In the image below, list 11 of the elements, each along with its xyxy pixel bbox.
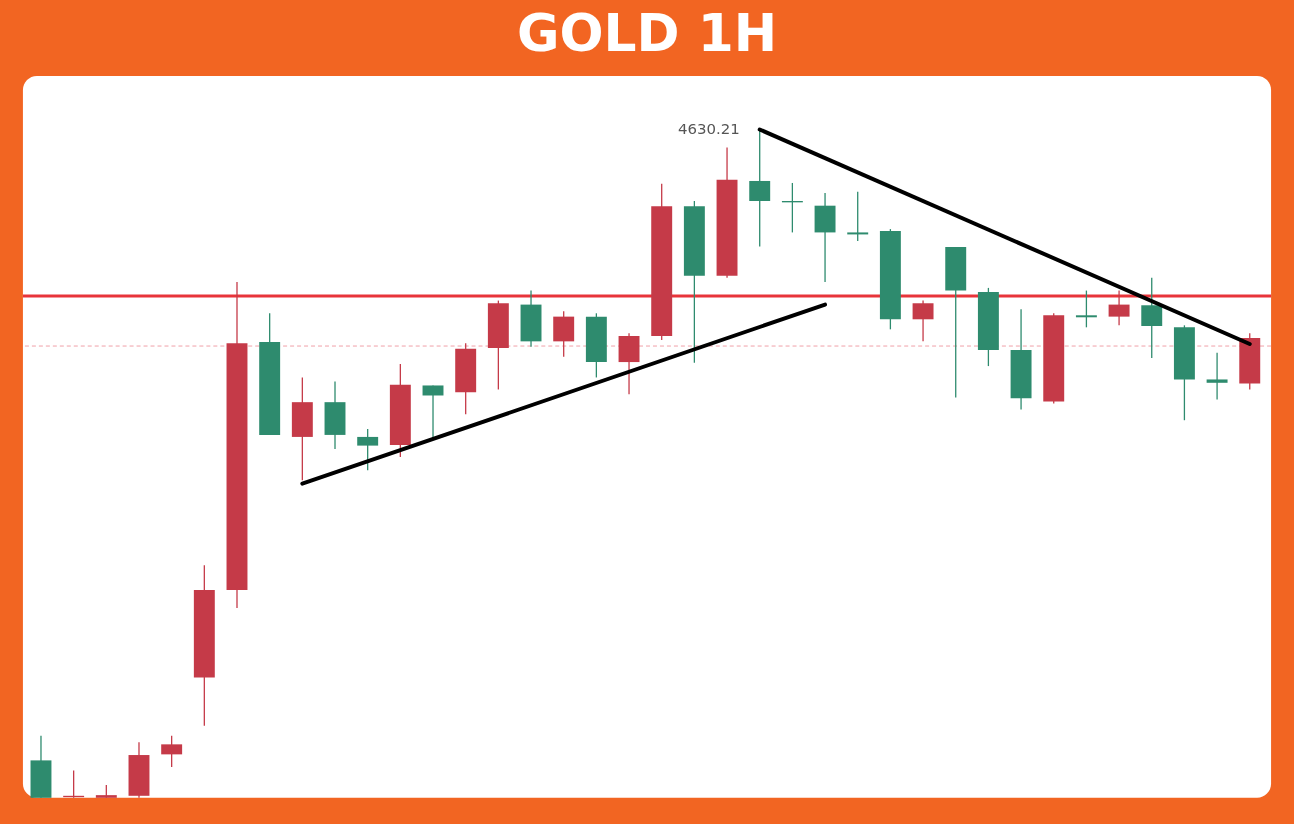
- candlestick: [1206, 352, 1228, 401]
- candlestick: [847, 191, 869, 242]
- candlestick: [912, 299, 934, 343]
- chart-title: GOLD 1H: [516, 3, 778, 64]
- annotation: 4630.21: [677, 120, 740, 139]
- candlestick: [1141, 277, 1163, 359]
- candlestick: [1075, 289, 1097, 328]
- candlestick: [1108, 289, 1130, 326]
- candlestick: [422, 384, 444, 440]
- candlestick: [161, 735, 183, 768]
- candlestick: [357, 428, 379, 471]
